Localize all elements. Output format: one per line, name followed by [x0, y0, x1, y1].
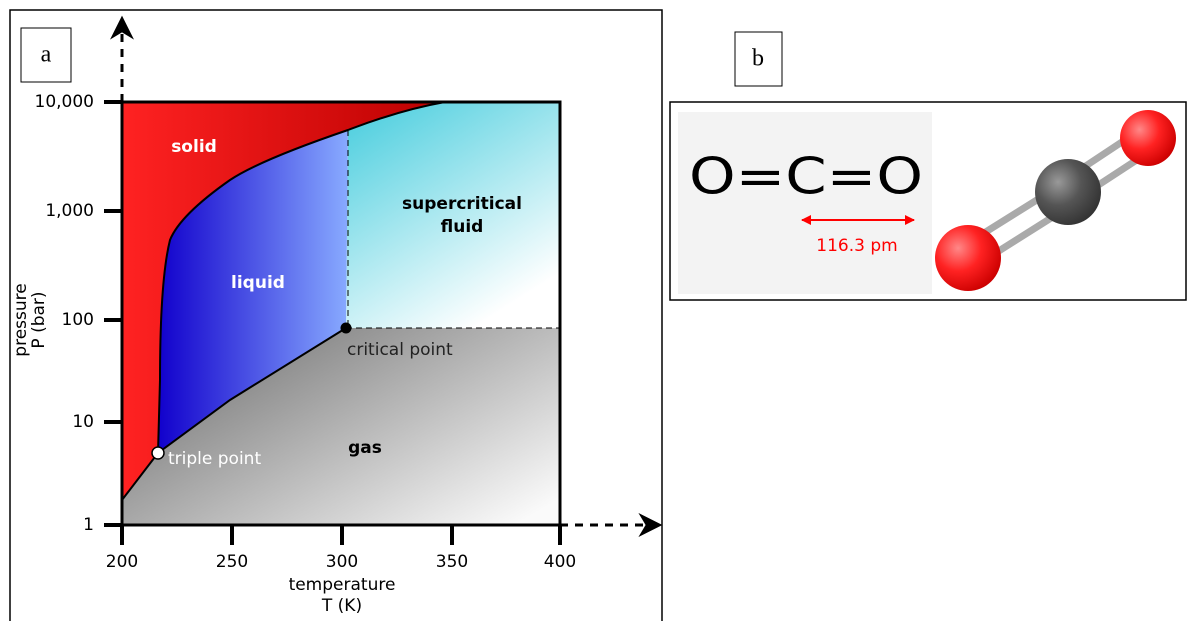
y-tick-label: 1,000 [45, 201, 94, 221]
panel-label: b [752, 46, 764, 72]
panel-label: a [41, 42, 52, 68]
y-axis-title: P (bar) [29, 291, 49, 348]
x-axis-title: T (K) [321, 596, 362, 616]
panel-a: a 10,000 1,000 100 10 1 200 250 300 350 … [10, 10, 662, 621]
y-tick-label: 1 [83, 515, 94, 535]
figure: a 10,000 1,000 100 10 1 200 250 300 350 … [0, 0, 1188, 621]
panel-b: b O=C=O 116.3 pm [670, 32, 1186, 300]
region-label: liquid [231, 273, 285, 293]
x-tick-label: 200 [106, 552, 138, 572]
y-tick-label: 100 [62, 310, 94, 330]
y-tick-label: 10,000 [35, 92, 94, 112]
x-tick-label: 350 [436, 552, 468, 572]
x-axis-title: temperature [289, 575, 396, 595]
x-tick-label: 400 [544, 552, 576, 572]
point-label: triple point [168, 449, 261, 469]
x-tick-label: 300 [326, 552, 358, 572]
formula: O=C=O [689, 148, 923, 206]
bond-length: 116.3 pm [816, 236, 897, 256]
supercritical-region [346, 102, 560, 328]
region-label: supercritical [402, 194, 522, 214]
y-tick-label: 10 [72, 412, 94, 432]
point-label: critical point [347, 340, 453, 360]
region-label: fluid [441, 217, 484, 237]
y-axis-title: pressure [11, 283, 31, 356]
x-tick-label: 250 [216, 552, 248, 572]
triple-point [152, 447, 164, 459]
region-label: gas [348, 438, 382, 458]
critical-point [341, 323, 352, 334]
region-label: solid [171, 137, 217, 157]
